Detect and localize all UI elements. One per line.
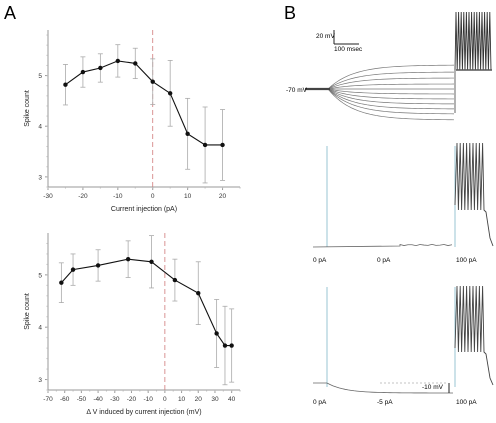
row3-label-1: 0 pA	[313, 399, 327, 406]
data-point	[95, 263, 101, 268]
x-tick-label: -20	[78, 193, 88, 200]
data-point	[222, 343, 228, 348]
data-point	[98, 65, 103, 71]
y-tick-label: 3	[38, 174, 42, 181]
trace-row-2	[312, 142, 494, 248]
spike-train	[454, 142, 494, 247]
current-step-trace	[313, 83, 455, 90]
data-point	[220, 142, 225, 148]
data-point	[172, 277, 178, 283]
trace-baseline	[312, 243, 453, 248]
row2-label-3: 100 pA	[456, 257, 477, 264]
data-point	[150, 79, 155, 84]
data-point	[133, 61, 138, 66]
series-line	[65, 60, 223, 146]
data-point	[80, 69, 86, 75]
x-tick-label: -30	[110, 396, 120, 403]
spike-count-vs-current-chart: -30 -20 -10 0 10 20 3 4 5 Current injection (pA) S…	[24, 30, 241, 213]
x-tick-label: 40	[228, 396, 236, 403]
x-tick-label: -60	[60, 396, 70, 403]
spike-train	[454, 285, 494, 386]
y-axis-label: Spike count	[24, 90, 31, 127]
data-point	[149, 259, 154, 264]
x-tick-label: -10	[113, 193, 123, 200]
current-step-trace	[313, 88, 455, 110]
y-tick-label: 5	[38, 73, 42, 80]
x-axis-label: Current injection (pA)	[111, 206, 177, 213]
x-tick-label: -10	[143, 396, 153, 403]
row3-scale-label: -10 mV	[422, 384, 444, 391]
x-tick-label: 0	[163, 396, 167, 403]
x-tick-label: 0	[151, 193, 155, 200]
x-tick-label: 30	[211, 396, 219, 403]
hyperpolarized-trace	[313, 382, 453, 394]
x-tick-label: -40	[93, 396, 103, 403]
row3-label-3: 100 pA	[456, 399, 477, 406]
trace-row-3	[313, 285, 494, 394]
current-step-trace	[313, 88, 455, 100]
data-point	[202, 142, 208, 148]
current-step-trace	[313, 88, 455, 121]
current-step-trace	[313, 88, 455, 105]
spike-burst	[454, 11, 492, 71]
data-point	[59, 280, 64, 285]
current-step-trace	[313, 64, 455, 90]
resting-potential-label: -70 mV	[286, 87, 308, 94]
scale-ms-label: 100 msec	[334, 46, 363, 53]
y-tick-label: 4	[38, 124, 42, 131]
scale-mv-label: 20 mV	[316, 33, 335, 40]
data-point	[125, 256, 131, 262]
data-point	[185, 131, 190, 137]
x-tick-label: -30	[43, 193, 53, 200]
x-tick-label: 20	[195, 396, 203, 403]
current-step-trace	[313, 88, 455, 95]
data-point	[214, 331, 219, 336]
current-step-trace	[313, 71, 455, 90]
data-point	[70, 267, 76, 272]
trace-family-row	[305, 11, 492, 121]
current-step-trace	[313, 88, 455, 115]
data-point	[115, 58, 121, 64]
data-point	[229, 343, 234, 348]
x-tick-label: 10	[178, 396, 186, 403]
data-point	[63, 82, 68, 87]
y-tick-label: 3	[38, 377, 42, 384]
x-axis-label: Δ V induced by current injection (mV)	[86, 409, 201, 416]
x-tick-label: 10	[184, 193, 192, 200]
y-tick-label: 5	[38, 272, 42, 279]
series-line	[60, 258, 232, 347]
x-tick-label: -20	[127, 396, 137, 403]
panel-label-b: B	[284, 3, 296, 23]
row2-label-2: 0 pA	[377, 257, 391, 264]
row3-label-2: -5 pA	[377, 399, 393, 406]
current-step-trace	[313, 77, 455, 90]
panel-label-a: A	[4, 3, 16, 23]
x-tick-label: 20	[219, 193, 227, 200]
data-point	[167, 91, 173, 96]
voltage-traces-panel: 20 mV 100 msec -70 mV 0 pA 0 pA 100 pA 0…	[286, 11, 494, 406]
y-tick-label: 4	[38, 325, 42, 332]
y-axis-label: Spike count	[24, 293, 31, 330]
row2-label-1: 0 pA	[313, 257, 327, 264]
spike-count-vs-voltage-chart: -70 -60 -50 -40 -30 -20 -10 0 10 20 30 40 3 4 5 Δ V ind…	[24, 233, 241, 416]
x-tick-label: -50	[77, 396, 87, 403]
scale-bar: 20 mV 100 msec	[316, 30, 363, 53]
data-point	[196, 290, 201, 296]
x-tick-label: -70	[43, 396, 53, 403]
